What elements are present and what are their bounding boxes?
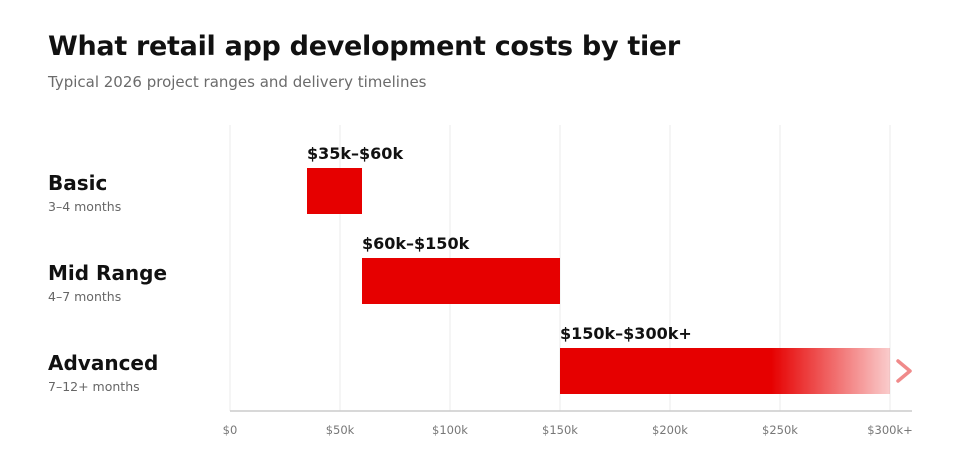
x-tick-label: $300k+ [867,423,913,437]
range-label: $35k–$60k [307,144,403,163]
bar-advanced [560,348,890,394]
tier-name: Mid Range [48,261,167,285]
chart-subtitle: Typical 2026 project ranges and delivery… [48,73,427,91]
chart-title: What retail app development costs by tie… [48,31,680,62]
tier-timeline: 3–4 months [48,199,121,214]
x-tick-label: $0 [223,423,238,437]
tier-name: Basic [48,171,107,195]
labels: $0 $50k $100k $150k $200k $250k $300k+ $35k–$60… [48,144,913,437]
x-tick-label: $250k [762,423,798,437]
x-tick-label: $200k [652,423,688,437]
x-tick-label: $150k [542,423,578,437]
range-label: $60k–$150k [362,234,470,253]
bars [307,168,912,394]
bar-mid-range [362,258,560,304]
x-tick-label: $100k [432,423,468,437]
tier-timeline: 4–7 months [48,289,121,304]
x-tick-label: $50k [326,423,355,437]
tier-timeline: 7–12+ months [48,379,140,394]
tier-name: Advanced [48,351,158,375]
chevron-right-icon [896,359,912,383]
bar-basic [307,168,362,214]
range-label: $150k–$300k+ [560,324,692,343]
